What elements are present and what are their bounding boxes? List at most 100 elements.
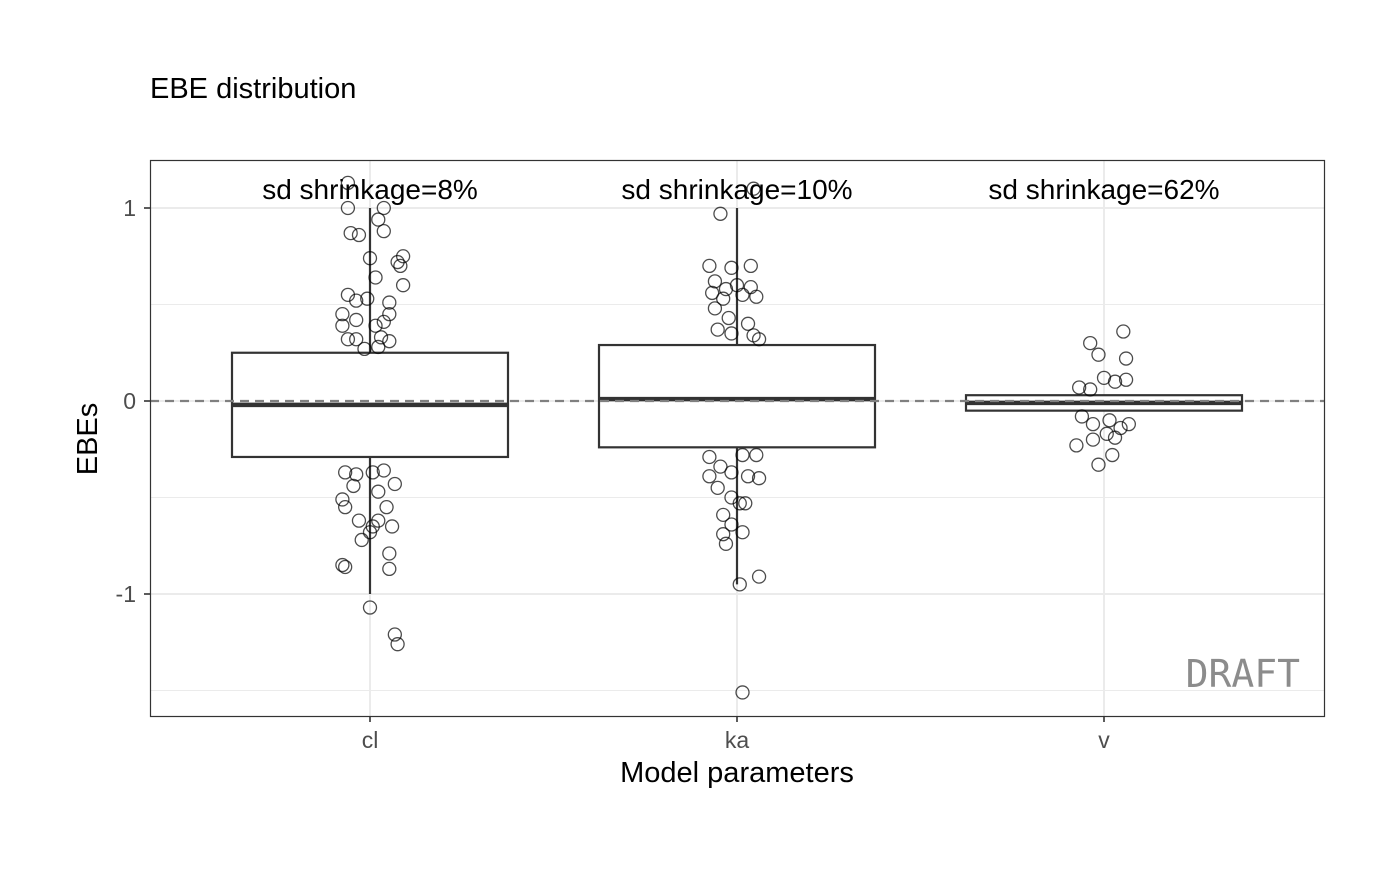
y-tick-label: 1 — [123, 195, 136, 221]
data-point-cl — [387, 627, 402, 642]
data-point-cl — [343, 225, 358, 241]
data-point-cl — [338, 465, 353, 480]
data-point-v — [1102, 413, 1117, 428]
data-point-ka — [702, 469, 717, 484]
data-point-ka — [705, 285, 720, 301]
data-point-cl — [382, 306, 397, 322]
data-point-v — [1118, 351, 1134, 366]
data-point-cl — [349, 293, 364, 308]
data-point-v — [1085, 417, 1101, 432]
data-point-v — [1107, 374, 1123, 389]
data-point-cl — [351, 227, 367, 243]
data-point-ka — [751, 471, 767, 486]
data-point-v — [1072, 380, 1087, 395]
data-point-ka — [740, 316, 756, 331]
data-point-cl — [387, 476, 402, 492]
data-point-cl — [357, 341, 372, 357]
data-point-ka — [702, 449, 717, 465]
data-point-v — [1085, 432, 1101, 447]
data-point-ka — [743, 279, 758, 295]
data-point-ka — [724, 260, 739, 275]
x-tick-label-v: v — [1098, 727, 1110, 753]
x-tick-label-ka: ka — [725, 727, 750, 753]
data-point-cl — [351, 513, 367, 528]
watermark-draft: DRAFT — [1186, 652, 1300, 696]
boxplot-v — [964, 394, 1244, 412]
data-point-cl — [376, 224, 391, 239]
data-point-cl — [349, 312, 364, 328]
data-point-cl — [371, 339, 386, 355]
data-point-cl — [376, 463, 391, 478]
data-point-cl — [338, 499, 353, 515]
data-point-cl — [382, 334, 397, 349]
data-point-cl — [340, 200, 356, 216]
data-point-cl — [349, 467, 364, 482]
data-point-ka — [713, 206, 728, 221]
annotation-shrinkage-ka: sd shrinkage=10% — [621, 174, 852, 205]
boxplots-group — [230, 208, 1244, 594]
data-point-ka — [724, 517, 739, 532]
data-point-cl — [340, 175, 356, 191]
data-point-ka — [702, 258, 717, 274]
data-point-ka — [721, 310, 736, 326]
data-point-ka — [713, 459, 728, 474]
jitter-points-group — [335, 175, 1136, 700]
data-point-ka — [749, 447, 764, 463]
x-axis-ticks: cl ka v — [362, 716, 1110, 753]
data-point-v — [1107, 430, 1123, 445]
data-point-v — [1091, 347, 1106, 362]
data-point-cl — [349, 332, 364, 347]
data-point-ka — [735, 287, 750, 303]
y-axis-ticks: -1 0 1 — [116, 195, 150, 607]
data-point-v — [1083, 382, 1098, 397]
x-tick-label-cl: cl — [362, 727, 379, 753]
data-point-ka — [716, 291, 731, 306]
data-point-ka — [732, 577, 747, 592]
data-point-cl — [335, 492, 350, 507]
data-point-cl — [371, 212, 386, 227]
data-point-cl — [376, 314, 391, 330]
box-iqr — [597, 343, 877, 449]
data-point-cl — [395, 249, 411, 264]
data-point-cl — [379, 499, 394, 515]
data-point-ka — [724, 465, 739, 480]
data-point-ka — [707, 274, 723, 289]
data-point-cl — [382, 295, 397, 310]
data-point-ka — [732, 496, 747, 511]
data-point-v — [1069, 438, 1084, 453]
data-point-ka — [751, 569, 767, 584]
data-point-cl — [362, 600, 378, 615]
data-point-ka — [716, 507, 731, 523]
data-point-cl — [360, 291, 375, 306]
data-point-cl — [362, 525, 378, 540]
data-point-v — [1099, 426, 1114, 441]
data-point-ka — [740, 469, 756, 484]
data-point-v — [1074, 409, 1090, 424]
data-point-ka — [735, 447, 750, 463]
data-point-cl — [382, 561, 397, 577]
data-point-ka — [735, 525, 750, 540]
data-point-cl — [371, 513, 386, 528]
boxplot-cl — [230, 208, 510, 594]
data-point-cl — [390, 637, 405, 652]
chart-title: EBE distribution — [150, 73, 356, 105]
data-point-v — [1105, 447, 1120, 463]
data-point-v — [1083, 335, 1098, 351]
data-point-cl — [340, 332, 356, 347]
data-point-cl — [393, 258, 408, 274]
data-point-ka — [707, 301, 723, 316]
data-point-ka — [749, 289, 764, 304]
data-point-v — [1121, 417, 1136, 432]
data-point-ka — [724, 326, 739, 341]
data-point-v — [1091, 457, 1106, 472]
data-point-cl — [335, 306, 350, 322]
data-point-ka — [710, 322, 725, 337]
data-point-v — [1116, 324, 1131, 339]
data-point-cl — [368, 318, 383, 333]
data-point-cl — [335, 318, 350, 333]
data-point-cl — [335, 557, 350, 573]
data-point-cl — [384, 519, 400, 534]
data-point-cl — [346, 478, 361, 494]
data-point-cl — [371, 484, 386, 499]
